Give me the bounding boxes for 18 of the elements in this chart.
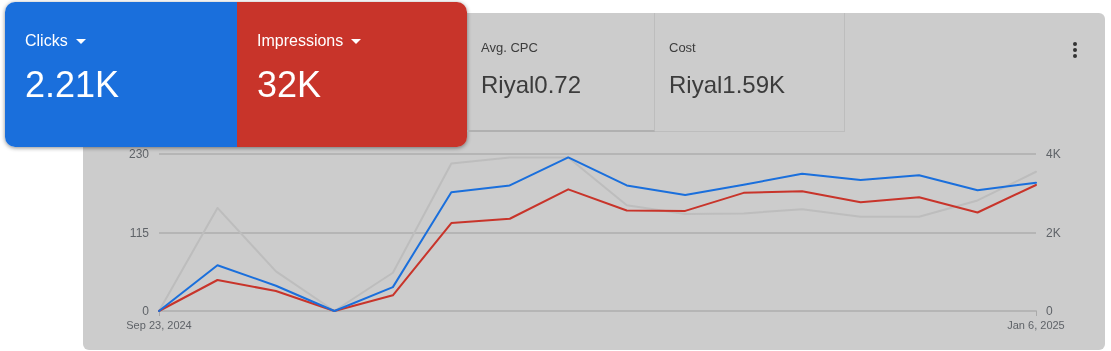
text: Riyal1.59K [669,71,787,99]
text: Riyal0.72 [481,71,583,99]
text: Cost [669,40,697,55]
line-series [158,184,1037,312]
x-tick-label: Sep 23, 2024 [126,318,192,331]
y-tick-label: 0 [142,304,150,318]
x-tick-label: Jan 6, 2025 [1007,318,1065,331]
text: Impressions [257,32,344,50]
y-tick-label: 230 [128,147,150,161]
y2-tick-label: 0 [1046,304,1053,318]
text: Avg. CPC [481,40,539,55]
line-series [158,156,1037,312]
text: 2.21K [25,64,121,106]
y2-tick-label: 2K [1046,225,1061,240]
y2-tick-label: 4K [1046,147,1061,161]
text: 32K [257,64,323,106]
text: Clicks [25,32,68,50]
y-tick-label: 115 [129,225,150,240]
